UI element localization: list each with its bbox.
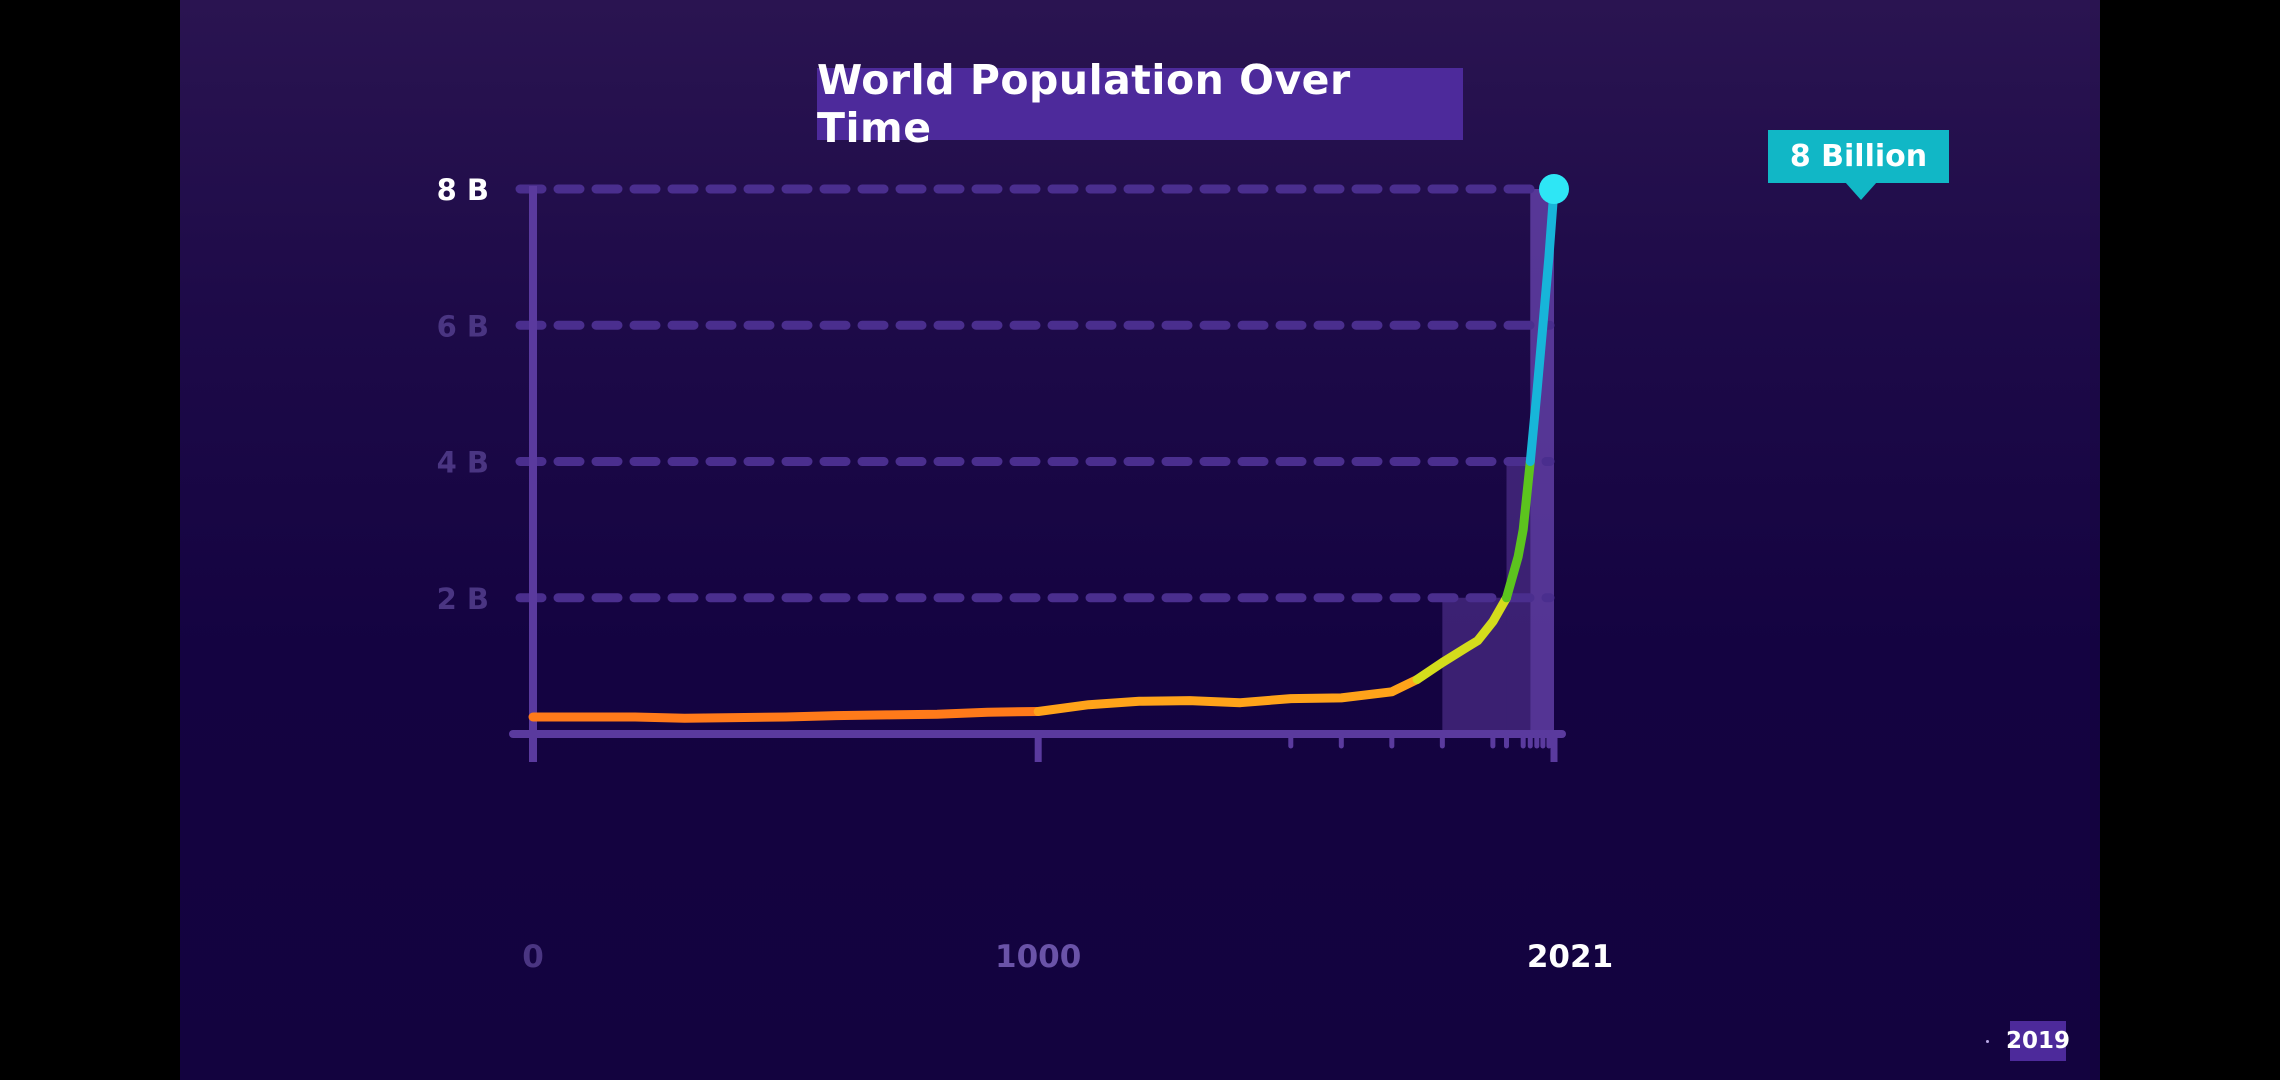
endpoint-marker — [1539, 174, 1569, 204]
chart-stage: 2 B 4 B 6 B 8 B 0 1000 2021 World Population O… — [180, 0, 2100, 1080]
x-tick-label: 0 — [522, 939, 544, 975]
chart-title: World Population Over Time — [817, 56, 1351, 152]
year-badge: 2019 — [2006, 1021, 2070, 1061]
population-line-segment — [1502, 457, 1535, 603]
value-callout-text: 8 Billion — [1789, 139, 1928, 174]
population-line-segment — [1033, 675, 1422, 716]
value-callout-pointer — [1845, 182, 1877, 200]
badge-dot — [1986, 1040, 1989, 1043]
chart-canvas: 2 B 4 B 6 B 8 B 0 1000 2021 — [437, 173, 1614, 975]
x-tick-label: 1000 — [995, 939, 1081, 975]
y-tick-label: 4 B — [437, 446, 489, 480]
x-tick-label: 2021 — [1527, 939, 1613, 975]
population-line-segment — [528, 707, 1043, 723]
year-badge-text: 2019 — [2006, 1028, 2071, 1054]
y-tick-label: 8 B — [437, 173, 489, 207]
population-line-segment — [1525, 184, 1559, 466]
y-tick-label: 6 B — [437, 309, 489, 343]
value-callout: 8 Billion — [1768, 130, 1949, 183]
chart-title-box: World Population Over Time — [817, 56, 1463, 152]
y-tick-label: 2 B — [437, 582, 489, 616]
population-line-segment — [1412, 593, 1511, 684]
